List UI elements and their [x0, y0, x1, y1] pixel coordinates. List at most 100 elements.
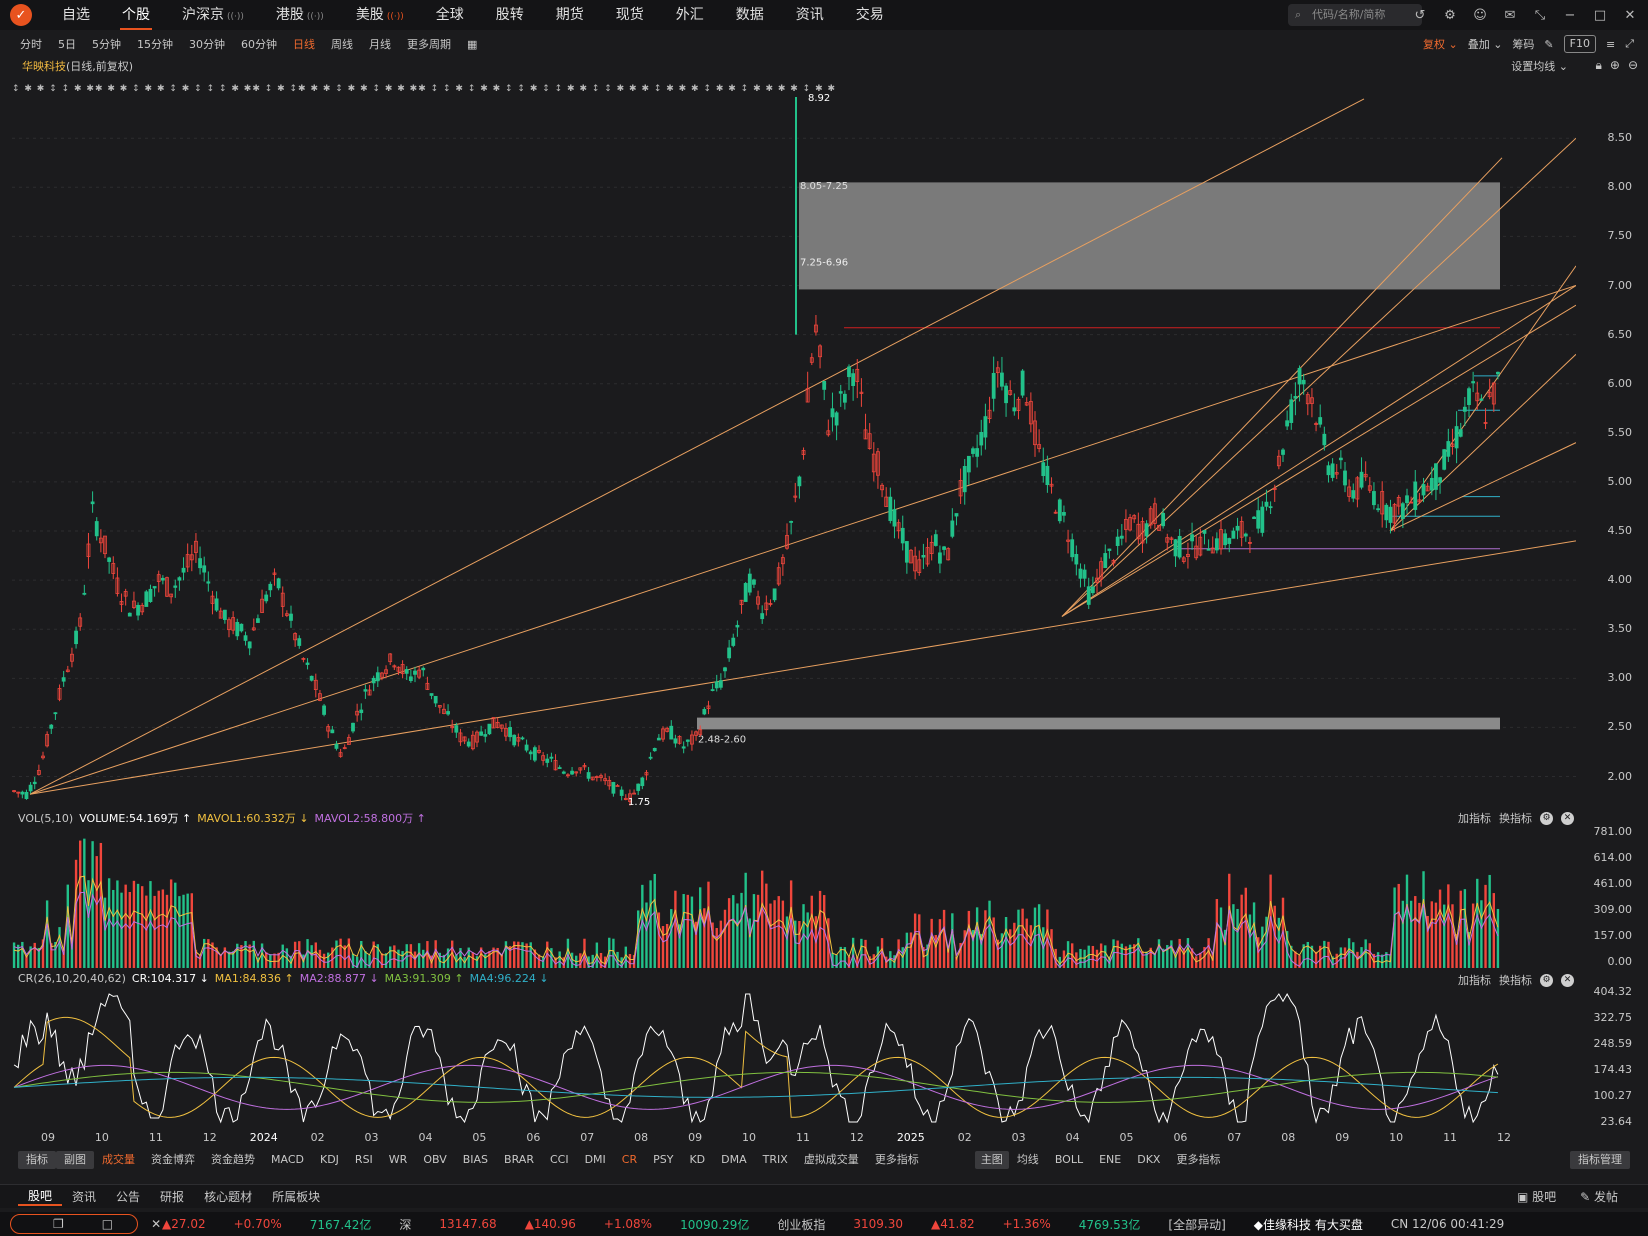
ma-settings-button[interactable]: 设置均线 ⌄: [1511, 60, 1568, 73]
nav-item-6[interactable]: 股转: [480, 0, 540, 30]
indicator-tab-8[interactable]: WR: [388, 1153, 408, 1166]
news-ticker[interactable]: ◆佳缘科技 有大买盘: [1253, 1217, 1363, 1232]
alert-filter[interactable]: [全部异动]: [1168, 1217, 1226, 1232]
vol-add-indicator[interactable]: 加指标: [1458, 812, 1491, 825]
fuquan-button[interactable]: 复权 ⌄: [1422, 38, 1458, 51]
main-indicator-0[interactable]: 均线: [1016, 1153, 1039, 1166]
nav-item-12[interactable]: 交易: [840, 0, 900, 30]
search-input[interactable]: ⌕ 代码/名称/简称: [1288, 4, 1422, 26]
nav-item-7[interactable]: 期货: [540, 0, 600, 30]
bottom-tab-2[interactable]: 公告: [116, 1190, 141, 1204]
draw-pen-icon[interactable]: ✎: [1544, 37, 1554, 51]
minimize-icon[interactable]: −: [1564, 7, 1576, 23]
bottom-tab-3[interactable]: 研报: [160, 1190, 185, 1204]
taskbar-max-icon[interactable]: □: [101, 1217, 114, 1231]
indicator-tab-6[interactable]: KDJ: [319, 1153, 339, 1166]
cr-swap-indicator[interactable]: 换指标: [1499, 974, 1532, 987]
nav-item-2[interactable]: 沪深京 ((·)): [166, 0, 260, 30]
nav-item-1[interactable]: 个股: [106, 0, 166, 30]
nav-item-3[interactable]: 港股 ((·)): [260, 0, 340, 30]
indicator-tab-19[interactable]: 虚拟成交量: [803, 1153, 859, 1166]
chouma-button[interactable]: 筹码: [1512, 38, 1535, 51]
settings-icon[interactable]: ⚙: [1444, 7, 1456, 23]
shrink-icon[interactable]: ⤡: [1534, 7, 1546, 23]
nav-item-9[interactable]: 外汇: [660, 0, 720, 30]
indicator-tab-13[interactable]: DMI: [584, 1153, 606, 1166]
bottom-tab-5[interactable]: 所属板块: [272, 1190, 321, 1204]
indicator-tab-20[interactable]: 更多指标: [874, 1153, 919, 1166]
cr-header: CR(26,10,20,40,62) CR:104.317 ↓ MA1:84.8…: [18, 972, 549, 985]
vol-close-icon[interactable]: ✕: [1561, 811, 1574, 825]
layout-icon[interactable]: ≡: [1605, 37, 1616, 51]
diejia-button[interactable]: 叠加 ⌄: [1467, 38, 1503, 51]
nav-item-10[interactable]: 数据: [720, 0, 780, 30]
vol-settings-icon[interactable]: ⚙: [1540, 811, 1553, 825]
indicator-tab-18[interactable]: TRIX: [762, 1153, 788, 1166]
mail-icon[interactable]: ✉: [1504, 7, 1516, 23]
nav-item-5[interactable]: 全球: [420, 0, 480, 30]
period-8[interactable]: 月线: [369, 38, 391, 51]
taskbar-close-icon[interactable]: ✕: [151, 1217, 162, 1231]
indicator-tab-11[interactable]: BRAR: [504, 1153, 534, 1166]
main-chart-tab[interactable]: 主图: [974, 1151, 1009, 1169]
indicator-tab-12[interactable]: CCI: [549, 1153, 569, 1166]
f10-button[interactable]: F10: [1563, 35, 1596, 53]
candle-body: [718, 680, 723, 688]
period-1[interactable]: 5日: [58, 38, 76, 51]
cr-close-icon[interactable]: ✕: [1561, 973, 1574, 987]
indicator-tab-17[interactable]: DMA: [721, 1153, 747, 1166]
indicator-tab-3[interactable]: 资金博弈: [151, 1153, 195, 1166]
refresh-icon[interactable]: ↺: [1414, 7, 1426, 23]
vol-swap-indicator[interactable]: 换指标: [1499, 812, 1532, 825]
taskbar-app[interactable]: ❐ □ ✕: [10, 1214, 161, 1234]
cr-chart[interactable]: [12, 988, 1576, 1126]
indicator-tab-16[interactable]: KD: [689, 1153, 706, 1166]
grid-view-icon[interactable]: ▦: [467, 37, 478, 51]
indicator-tab-4[interactable]: 资金趋势: [211, 1153, 255, 1166]
period-0[interactable]: 分时: [20, 38, 42, 51]
price-chart[interactable]: 8.05-7.25 7.25-6.96 2.48-2.60 8.92 1.75: [12, 94, 1576, 806]
maximize-icon[interactable]: □: [1593, 7, 1607, 23]
cr-add-indicator[interactable]: 加指标: [1458, 974, 1491, 987]
volume-chart[interactable]: [12, 826, 1576, 968]
bottom-tab-1[interactable]: 资讯: [72, 1190, 97, 1204]
taskbar-restore-icon[interactable]: ❐: [53, 1217, 64, 1231]
zoom-in-icon[interactable]: ⊕: [1609, 58, 1620, 72]
main-indicator-3[interactable]: DKX: [1137, 1153, 1161, 1166]
indicator-tab-9[interactable]: OBV: [423, 1153, 447, 1166]
period-2[interactable]: 5分钟: [92, 38, 121, 51]
nav-item-0[interactable]: 自选: [46, 0, 106, 30]
bottom-tab-4[interactable]: 核心题材: [204, 1190, 253, 1204]
zoom-out-icon[interactable]: ⊖: [1627, 58, 1638, 72]
period-6[interactable]: 日线: [293, 38, 315, 51]
indicator-tab-1[interactable]: 副图: [56, 1151, 94, 1169]
candle-body: [20, 791, 25, 795]
indicator-tab-10[interactable]: BIAS: [462, 1153, 489, 1166]
indicator-tab-15[interactable]: PSY: [653, 1153, 674, 1166]
guba-button[interactable]: ▣ 股吧: [1516, 1190, 1557, 1204]
nav-item-8[interactable]: 现货: [600, 0, 660, 30]
indicator-tab-2[interactable]: 成交量: [102, 1153, 135, 1166]
period-4[interactable]: 30分钟: [189, 38, 225, 51]
main-indicator-4[interactable]: 更多指标: [1176, 1153, 1221, 1166]
indicator-tab-14[interactable]: CR: [621, 1153, 638, 1166]
main-indicator-2[interactable]: ENE: [1099, 1153, 1122, 1166]
main-indicator-1[interactable]: BOLL: [1054, 1153, 1084, 1166]
bottom-tab-0[interactable]: 股吧: [18, 1187, 63, 1206]
nav-item-11[interactable]: 资讯: [780, 0, 840, 30]
indicator-tab-7[interactable]: RSI: [354, 1153, 373, 1166]
period-9[interactable]: 更多周期: [407, 38, 451, 51]
indicator-tab-5[interactable]: MACD: [271, 1153, 304, 1166]
indicator-tab-0[interactable]: 指标: [18, 1151, 56, 1169]
close-icon[interactable]: ✕: [1624, 7, 1636, 23]
lock-icon[interactable]: 🔒︎: [1595, 58, 1602, 72]
nav-item-4[interactable]: 美股 ((·)): [340, 0, 420, 30]
post-button[interactable]: ✎ 发帖: [1580, 1190, 1618, 1204]
user-icon[interactable]: ☺: [1473, 7, 1487, 23]
indicator-manage-button[interactable]: 指标管理: [1570, 1151, 1630, 1169]
period-7[interactable]: 周线: [331, 38, 353, 51]
period-3[interactable]: 15分钟: [137, 38, 173, 51]
cr-settings-icon[interactable]: ⚙: [1540, 973, 1553, 987]
period-5[interactable]: 60分钟: [241, 38, 277, 51]
fullscreen-icon[interactable]: ⤢: [1625, 37, 1634, 50]
